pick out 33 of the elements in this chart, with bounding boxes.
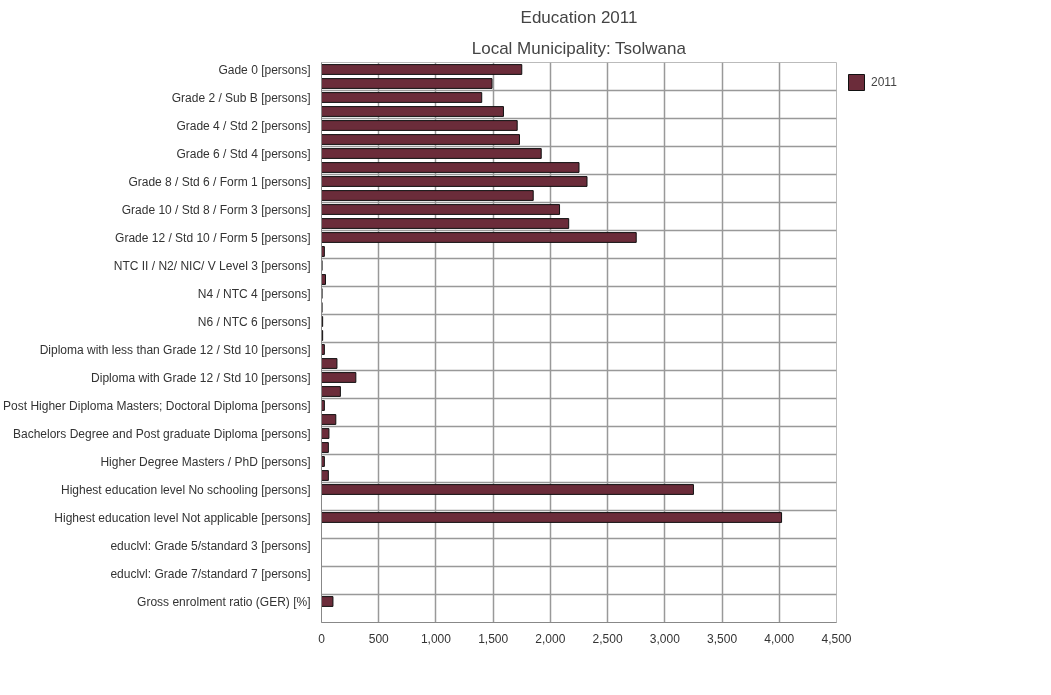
x-tick-label: 1,500: [478, 631, 509, 646]
chart-subtitle: Local Municipality: Tsolwana: [471, 38, 687, 58]
x-tick-label: 4,500: [821, 631, 852, 646]
y-tick-label: Grade 2 / Sub B [persons]: [171, 90, 311, 105]
x-tick-label: 2,000: [535, 631, 566, 646]
y-tick-label: Bachelors Degree and Post graduate Diploma [persons]: [13, 426, 311, 441]
y-tick-label: N6 / NTC 6 [persons]: [197, 314, 311, 329]
x-tick-label: 3,000: [649, 631, 681, 646]
y-tick-label: Diploma with less than Grade 12 / Std 10 [persons]: [39, 342, 311, 357]
y-tick-label: Higher Degree Masters / PhD [persons]: [100, 454, 311, 469]
y-tick-label: Grade 4 / Std 2 [persons]: [176, 118, 311, 133]
y-tick-label: Highest education level No schooling [persons]: [61, 482, 311, 497]
y-tick-label: Post Higher Diploma Masters; Doctoral Diploma [persons]: [3, 398, 311, 413]
x-tick-label: 4,000: [764, 631, 795, 646]
legend-label: 2011: [871, 75, 897, 89]
y-tick-label: NTC II / N2/ NIC/ V Level 3 [persons]: [113, 258, 311, 273]
y-tick-label: educlvl: Grade 5/standard 3 [persons]: [110, 538, 311, 553]
y-tick-label: Gade 0 [persons]: [218, 62, 311, 77]
y-tick-label: Grade 10 / Std 8 / Form 3 [persons]: [121, 202, 311, 217]
y-tick-label: educlvl: Grade 7/standard 7 [persons]: [110, 566, 311, 581]
chart-title: Education 2011: [520, 7, 638, 27]
x-tick-label: 0: [318, 631, 326, 646]
x-tick-label: 2,500: [592, 631, 623, 646]
y-tick-label: N4 / NTC 4 [persons]: [197, 286, 311, 301]
x-tick-label: 3,500: [707, 631, 738, 646]
x-tick-label: 1,000: [420, 631, 452, 646]
y-tick-label: Gross enrolment ratio (GER) [%]: [137, 594, 311, 609]
y-tick-label: Grade 6 / Std 4 [persons]: [176, 146, 311, 161]
y-tick-label: Grade 8 / Std 6 / Form 1 [persons]: [128, 174, 311, 189]
x-tick-label: 500: [368, 631, 390, 646]
y-tick-label: Diploma with Grade 12 / Std 10 [persons]: [91, 370, 311, 385]
y-tick-label: Grade 12 / Std 10 / Form 5 [persons]: [115, 230, 311, 245]
y-tick-label: Highest education level Not applicable [persons]: [54, 510, 311, 525]
